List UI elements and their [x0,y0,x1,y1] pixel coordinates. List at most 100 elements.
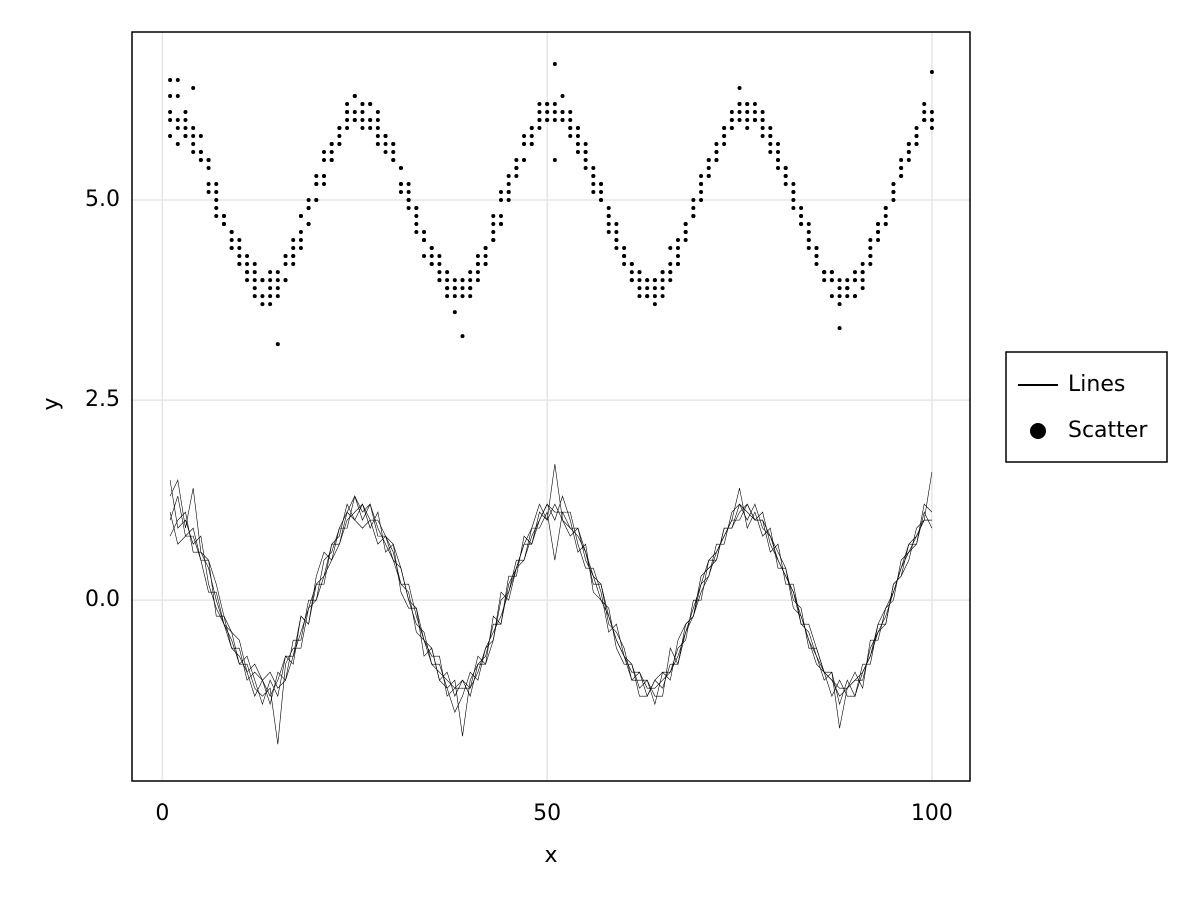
scatter-point [745,118,750,123]
scatter-point [237,254,242,259]
scatter-point [329,150,334,155]
scatter-point [706,158,711,163]
scatter-point [652,302,657,307]
scatter-point [445,286,450,291]
scatter-point [260,302,265,307]
scatter-point [206,166,211,171]
scatter-point [360,118,365,123]
scatter-point [860,278,865,283]
scatter-point [922,110,927,115]
scatter-point [491,214,496,219]
scatter-point [776,158,781,163]
scatter-point [614,222,619,227]
scatter-point [452,286,457,291]
scatter-point [906,158,911,163]
scatter-point [345,102,350,107]
scatter-point [799,214,804,219]
scatter-point [568,134,573,139]
scatter-point [922,118,927,123]
scatter-point [668,278,673,283]
scatter-point [629,270,634,275]
scatter-point [375,126,380,131]
scatter-point [298,214,303,219]
scatter-point [814,262,819,267]
scatter-point [522,158,527,163]
scatter-point [298,238,303,243]
scatter-point [914,126,919,131]
scatter-point [714,142,719,147]
scatter-point [237,246,242,251]
scatter-point [198,150,203,155]
scatter-point [922,102,927,107]
scatter-point [252,278,257,283]
scatter-point [691,198,696,203]
scatter-point [429,254,434,259]
scatter-point [768,134,773,139]
scatter-point [175,142,180,147]
scatter-point [537,126,542,131]
scatter-point [429,246,434,251]
scatter-point [768,150,773,155]
scatter-point [460,278,465,283]
scatter-point [506,198,511,203]
scatter-point [422,230,427,235]
scatter-point [837,278,842,283]
scatter-point [575,126,580,131]
scatter-point [514,166,519,171]
scatter-point [198,158,203,163]
scatter-point [468,278,473,283]
scatter-point [206,190,211,195]
scatter-point [560,94,565,99]
scatter-point [737,102,742,107]
scatter-point [914,142,919,147]
scatter-point [668,270,673,275]
scatter-point [522,142,527,147]
scatter-point [699,174,704,179]
scatter-point [337,142,342,147]
scatter-point [837,286,842,291]
scatter-point [168,134,173,139]
scatter-point [568,126,573,131]
scatter-point [752,110,757,115]
scatter-point [445,278,450,283]
line-series [169,464,933,697]
scatter-point [183,118,188,123]
scatter-point [645,278,650,283]
scatter-point [252,294,257,299]
scatter-point [537,118,542,123]
scatter-point [868,262,873,267]
scatter-point [760,110,765,115]
scatter-point [452,310,457,315]
scatter-point [360,110,365,115]
scatter-point [221,222,226,227]
scatter-point [183,126,188,131]
scatter-point [599,198,604,203]
scatter-point [552,62,557,67]
scatter-point [837,302,842,307]
scatter-point [637,294,642,299]
scatter-point [776,150,781,155]
scatter-point [522,134,527,139]
scatter-point [929,110,934,115]
scatter-point [599,190,604,195]
scatter-point [514,174,519,179]
scatter-point [783,166,788,171]
scatter-point [375,110,380,115]
scatter-point [683,230,688,235]
scatter-point [291,262,296,267]
scatter-point [337,126,342,131]
scatter-point [599,182,604,187]
scatter-point [375,134,380,139]
scatter-point [175,94,180,99]
scatter-point [722,126,727,131]
scatter-point [845,294,850,299]
scatter-point [368,102,373,107]
scatter-point [868,254,873,259]
scatter-point [791,190,796,195]
scatter-point [360,126,365,131]
scatter-point [406,206,411,211]
scatter-point [745,126,750,131]
scatter-point [545,118,550,123]
